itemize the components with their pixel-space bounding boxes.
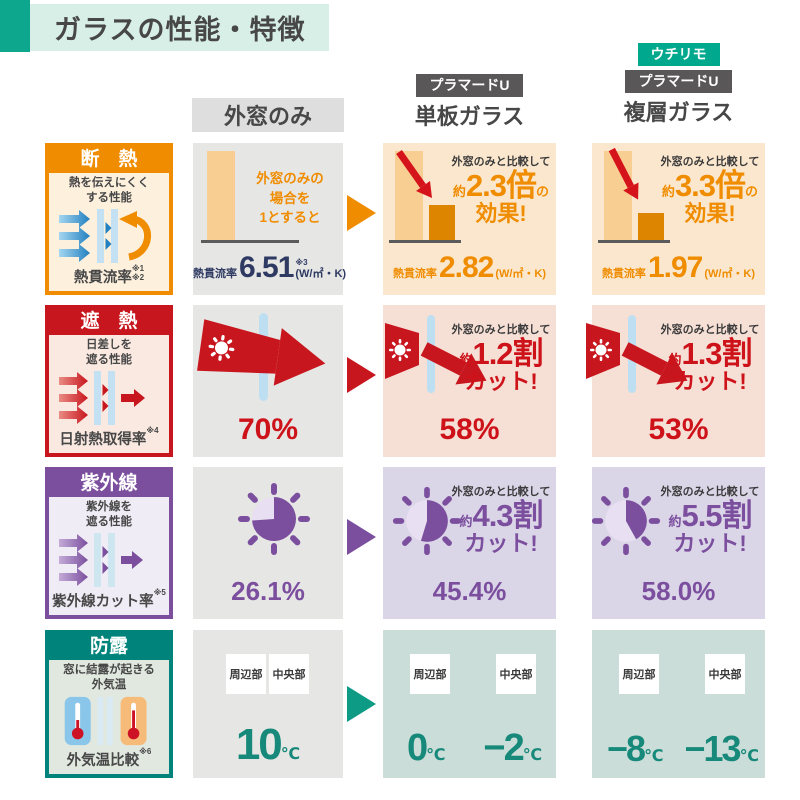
- insulation-double-cell: 外窓のみと比較して 約3.3倍の 効果! 熱貫流率1.97 (W/㎡・K): [592, 143, 765, 295]
- shading-card-title: 遮 熱: [49, 309, 169, 335]
- center-label-box: 中央部: [269, 654, 309, 694]
- axis-line: [598, 240, 670, 243]
- down-arrow-icon: [396, 149, 432, 198]
- title-bar: ガラスの性能・特徴: [30, 4, 330, 51]
- arrow-right-icon: [347, 357, 376, 393]
- page-title: ガラスの性能・特徴: [54, 15, 306, 45]
- brand-badge: ウチリモ: [637, 43, 720, 66]
- column-header-baseline: 外窓のみ: [192, 98, 344, 132]
- uv-card: 紫外線 紫外線を 遮る性能: [45, 467, 173, 619]
- center-label-box: 中央部: [496, 654, 536, 694]
- uv-single-cell: 外窓のみと比較して 約4.3割 カット! 45.4%: [383, 467, 556, 619]
- single-glass-label: 単板ガラス: [414, 104, 525, 129]
- baseline-bar: [207, 151, 235, 240]
- single-metric: 熱貫流率2.82 (W/㎡・K): [392, 251, 547, 284]
- row-shading: 遮 熱 日差しを 遮る性能: [0, 305, 800, 457]
- sun-arrow-icon: [586, 315, 688, 393]
- single-temp-perimeter: 0℃: [406, 727, 446, 769]
- condensation-metric-label: 外気温比較※6: [66, 747, 152, 769]
- perimeter-label-box: 周辺部: [410, 654, 450, 694]
- shading-card: 遮 熱 日差しを 遮る性能: [45, 305, 173, 457]
- perimeter-label-box: 周辺部: [226, 654, 266, 694]
- sun-arrow-icon: [197, 313, 326, 401]
- baseline-note: 外窓のみの 場合を 1とすると: [256, 171, 324, 226]
- condensation-double-cell: 周辺部 中央部 −8℃ −13℃: [592, 630, 765, 778]
- double-temp-center: −13℃: [684, 728, 759, 769]
- shading-icon: [49, 367, 169, 428]
- comparison-block: 外窓のみと比較して 約3.3倍の 効果!: [660, 156, 760, 226]
- shading-single-cell: 外窓のみと比較して 約1.2割 カット! 58%: [383, 305, 556, 457]
- sun-pie-icon: [238, 483, 310, 555]
- double-temp-perimeter: −8℃: [607, 728, 664, 769]
- single-temp-center: −2℃: [483, 727, 543, 769]
- comparison-block: 外窓のみと比較して 約4.3割 カット!: [451, 486, 551, 556]
- insulation-description: 熱を伝えにくく する性能: [68, 177, 150, 204]
- uv-description: 紫外線を 遮る性能: [86, 501, 132, 528]
- row-uv: 紫外線 紫外線を 遮る性能: [0, 467, 800, 619]
- uv-card-title: 紫外線: [49, 471, 169, 497]
- arrow-right-icon: [347, 519, 376, 555]
- shading-double-cell: 外窓のみと比較して 約1.3割 カット! 53%: [586, 305, 765, 457]
- short-bar: [638, 213, 664, 240]
- shading-description: 日差しを 遮る性能: [86, 339, 132, 366]
- insulation-baseline-cell: 外窓のみの 場合を 1とすると 熱貫流率6.51 ※3 (W/㎡・K): [193, 143, 347, 295]
- baseline-percent: 26.1%: [231, 576, 305, 606]
- comparison-block: 外窓のみと比較して 約2.3倍の 効果!: [451, 156, 551, 226]
- row-insulation: 断 熱 熱を伝えにくく する性能: [0, 143, 800, 295]
- sun-arrow-icon: [385, 315, 487, 393]
- double-percent: 58.0%: [641, 576, 716, 606]
- sun-pie-icon: [392, 486, 462, 556]
- uv-double-cell: 外窓のみと比較して 約5.5割 カット! 58.0%: [591, 467, 765, 619]
- condensation-single-cell: 周辺部 中央部 0℃ −2℃: [383, 630, 556, 778]
- insulation-card: 断 熱 熱を伝えにくく する性能: [45, 143, 173, 295]
- double-glass-label: 複層ガラス: [623, 100, 734, 125]
- shading-baseline-cell: 70%: [193, 305, 343, 457]
- baseline-label: 外窓のみ: [223, 104, 312, 129]
- double-metric: 熱貫流率1.97 (W/㎡・K): [601, 251, 756, 284]
- arrow-right-icon: [347, 686, 376, 722]
- arrow-right-icon: [347, 195, 376, 231]
- uv-baseline-cell: 26.1%: [193, 467, 343, 619]
- baseline-temp: 10℃: [235, 720, 301, 769]
- insulation-single-cell: 外窓のみと比較して 約2.3倍の 効果! 熱貫流率2.82 (W/㎡・K): [383, 143, 556, 295]
- condensation-baseline-cell: 周辺部 中央部 10℃: [193, 630, 343, 778]
- insulation-icon: [49, 205, 169, 266]
- condensation-card: 防露 窓に結露が起きる 外気温: [45, 630, 173, 778]
- short-bar: [429, 205, 455, 240]
- single-percent: 58%: [439, 413, 500, 446]
- product-badge: プラマードU: [416, 74, 523, 97]
- comparison-block: 外窓のみと比較して 約1.3割 カット!: [660, 324, 760, 394]
- baseline-metric: 熱貫流率6.51 ※3 (W/㎡・K): [193, 251, 347, 284]
- single-percent: 45.4%: [432, 576, 507, 606]
- baseline-percent: 70%: [237, 413, 299, 446]
- condensation-card-title: 防露: [49, 634, 169, 660]
- axis-line: [201, 240, 299, 243]
- perimeter-label-box: 周辺部: [619, 654, 659, 694]
- double-percent: 53%: [648, 413, 709, 446]
- condensation-description: 窓に結露が起きる 外気温: [63, 664, 155, 691]
- shading-metric-label: 日射熱取得率※4: [59, 426, 159, 448]
- row-condensation: 防露 窓に結露が起きる 外気温: [0, 630, 800, 778]
- center-label-box: 中央部: [705, 654, 745, 694]
- column-header-double: ウチリモ プラマードU 複層ガラス: [592, 0, 765, 127]
- sun-pie-icon: [591, 486, 661, 556]
- product-badge: プラマードU: [625, 70, 732, 93]
- insulation-card-title: 断 熱: [49, 147, 169, 173]
- comparison-block: 外窓のみと比較して 約5.5割 カット!: [660, 486, 760, 556]
- comparison-block: 外窓のみと比較して 約1.2割 カット!: [451, 324, 551, 394]
- column-header-single: プラマードU 単板ガラス: [383, 0, 556, 131]
- down-arrow-icon: [608, 147, 639, 200]
- axis-line: [389, 240, 461, 243]
- uv-icon: [49, 529, 169, 590]
- insulation-metric-label: 熱貫流率※1 ※2: [73, 264, 145, 286]
- title-accent-square: [0, 0, 30, 52]
- uv-metric-label: 紫外線カット率※5: [52, 588, 166, 610]
- thermometer-icon: [49, 692, 169, 749]
